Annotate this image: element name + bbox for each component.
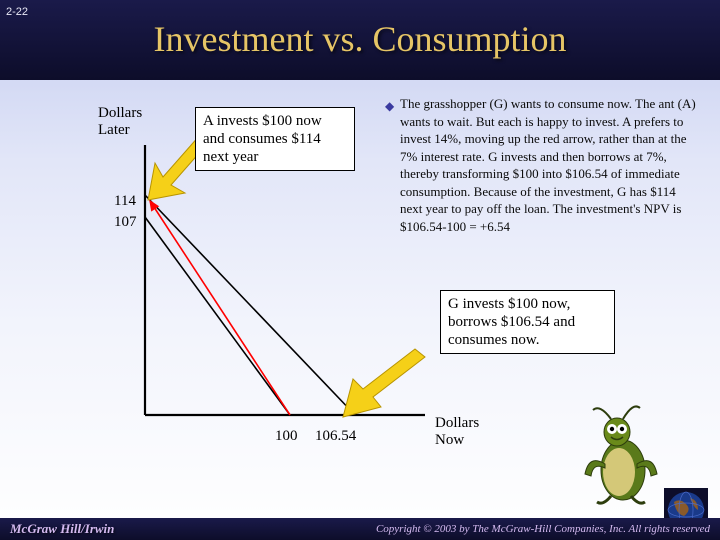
- page-number: 2-22: [6, 6, 28, 18]
- body-paragraph: ◆ The grasshopper (G) wants to consume n…: [400, 95, 700, 235]
- callout-grasshopper: G invests $100 now, borrows $106.54 and …: [440, 290, 615, 354]
- grasshopper-icon: [575, 402, 665, 512]
- footer-left: McGraw Hill/Irwin: [10, 521, 114, 537]
- line-107-to-100: [145, 217, 290, 415]
- slide: 2-22 Investment vs. Consumption ◆ The gr…: [0, 0, 720, 540]
- yellow-arrow-g: [343, 349, 425, 417]
- footer-right: Copyright © 2003 by The McGraw-Hill Comp…: [376, 523, 710, 535]
- x-axis-label: Dollars Now: [435, 415, 479, 448]
- page-number-text: 2-22: [6, 6, 28, 18]
- body-text-content: The grasshopper (G) wants to consume now…: [400, 96, 696, 234]
- slide-title: Investment vs. Consumption: [0, 18, 720, 60]
- x-axis-label-1: Dollars: [435, 415, 479, 431]
- x-axis-label-2: Now: [435, 432, 464, 448]
- line-114-to-106: [145, 195, 355, 415]
- callout-ant: A invests $100 now and consumes $114 nex…: [195, 107, 355, 171]
- footer-bar: McGraw Hill/Irwin Copyright © 2003 by Th…: [0, 518, 720, 540]
- red-arrow: [150, 201, 290, 415]
